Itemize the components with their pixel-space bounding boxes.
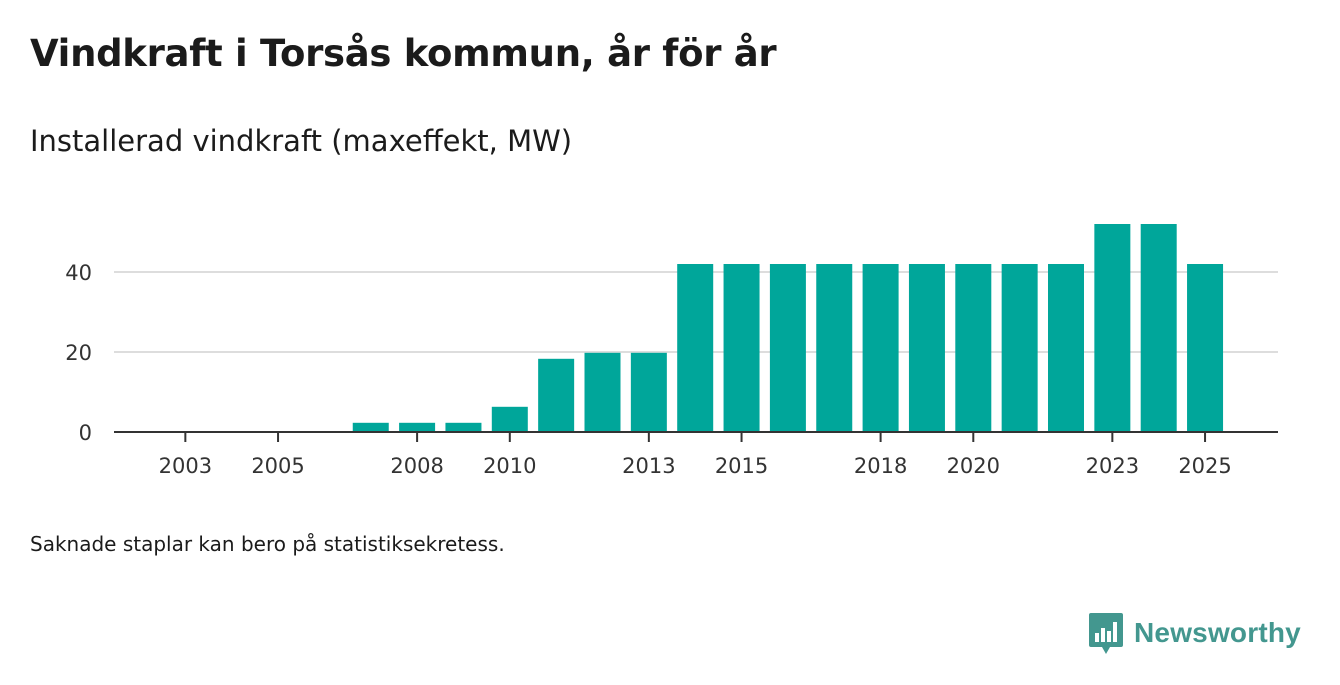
x-tick-label: 2003	[159, 454, 212, 478]
bar-layer	[352, 224, 1224, 432]
bar-2022[interactable]	[1048, 264, 1084, 432]
x-tick-label: 2013	[622, 454, 675, 478]
x-tick-label: 2008	[390, 454, 443, 478]
bar-2025[interactable]	[1187, 264, 1224, 432]
y-tick-label: 40	[65, 261, 92, 285]
bar-2017[interactable]	[816, 264, 853, 432]
x-tick-label: 2018	[854, 454, 907, 478]
x-tick-label: 2010	[483, 454, 536, 478]
bar-2016[interactable]	[769, 264, 806, 432]
bar-2013[interactable]	[630, 352, 667, 432]
bar-2008[interactable]	[399, 422, 436, 432]
brand-name: Newsworthy	[1134, 617, 1301, 648]
bar-2009[interactable]	[445, 422, 482, 432]
x-tick-label: 2005	[251, 454, 304, 478]
x-tick-label: 2023	[1086, 454, 1139, 478]
bar-2023[interactable]	[1094, 224, 1131, 432]
x-tick-label: 2020	[947, 454, 1000, 478]
newsworthy-brand[interactable]: Newsworthy	[1088, 610, 1301, 656]
bar-2011[interactable]	[538, 358, 575, 432]
y-tick-label: 0	[79, 421, 92, 445]
chart-subtitle: Installerad vindkraft (maxeffekt, MW)	[30, 124, 573, 158]
x-tick-label: 2025	[1178, 454, 1231, 478]
chart-title: Vindkraft i Torsås kommun, år för år	[30, 32, 777, 75]
bar-2015[interactable]	[723, 264, 760, 432]
bar-2018[interactable]	[862, 264, 899, 432]
bar-chart: 0 20 40 2003 2005 2008 2010 2013 2015 2018 2020 202…	[65, 224, 1278, 478]
bar-2021[interactable]	[1001, 264, 1038, 432]
bar-2012[interactable]	[584, 352, 621, 432]
newsworthy-logo-icon	[1089, 613, 1123, 654]
footnote: Saknade staplar kan bero på statistiksek…	[30, 532, 505, 556]
bar-2010[interactable]	[491, 406, 528, 432]
bar-2024[interactable]	[1140, 224, 1177, 432]
x-tick-label: 2015	[715, 454, 768, 478]
bar-2019[interactable]	[908, 264, 945, 432]
bar-2007[interactable]	[352, 422, 389, 432]
bar-2014[interactable]	[677, 264, 714, 432]
y-tick-label: 20	[65, 341, 92, 365]
bar-2020[interactable]	[955, 264, 992, 432]
axis-layer: 0 20 40 2003 2005 2008 2010 2013 2015 2018 2020 202…	[65, 261, 1278, 478]
